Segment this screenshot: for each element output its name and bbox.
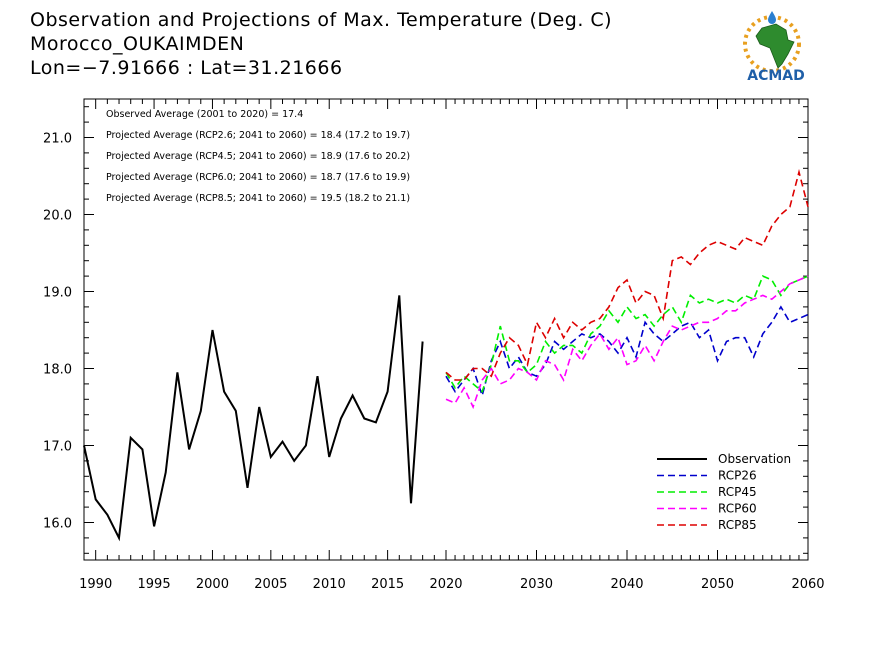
x-tick-label: 1995 [138,577,171,592]
x-tick-label: 2015 [371,577,404,592]
legend-label: Observation [718,452,791,466]
stat-annotation: Projected Average (RCP4.5; 2041 to 2060)… [106,151,410,162]
y-tick-label: 19.0 [43,286,72,301]
legend-label: RCP45 [718,485,757,499]
plot-frame [83,98,809,561]
stat-annotation: Projected Average (RCP8.5; 2041 to 2060)… [106,193,410,204]
legend-label: RCP26 [718,469,757,483]
chart-title-block: Observation and Projections of Max. Temp… [30,8,612,80]
series-line-rcp26 [445,305,809,399]
y-tick-label: 20.0 [43,209,72,224]
y-tick-label: 17.0 [43,440,72,455]
chart-title: Observation and Projections of Max. Temp… [30,9,613,31]
x-tick-label: 2000 [196,577,229,592]
x-tick-label: 1990 [79,577,112,592]
y-tick-label: 16.0 [43,517,72,532]
stat-annotation: Observed Average (2001 to 2020) = 17.4 [106,109,303,120]
logo-text: ACMAD [747,68,805,84]
series-line-rcp85 [445,168,809,381]
x-axis: 1990 1995 2000 2005 2010 2015 2020 2030 2040 2050… [79,99,825,592]
x-tick-label: 2050 [701,577,734,592]
series-line-rcp60 [445,275,809,410]
y-axis: 16.0 17.0 18.0 19.0 20.0 21.0 [43,106,808,554]
x-tick-label: 2005 [254,577,287,592]
legend-label: RCP85 [718,518,757,532]
rain-drop-icon [768,11,776,24]
station-coordinates: Lon=−7.91666 : Lat=31.21666 [30,57,343,79]
stats-annotations: Observed Average (2001 to 2020) = 17.4 Pr… [106,109,410,204]
station-name: Morocco_OUKAIMDEN [30,33,245,55]
africa-map-shape [755,23,795,69]
y-tick-label: 18.0 [43,363,72,378]
x-tick-label: 2060 [791,577,824,592]
stat-annotation: Projected Average (RCP2.6; 2041 to 2060)… [106,130,410,141]
x-tick-label: 2030 [520,577,553,592]
legend-label: RCP60 [718,502,757,516]
x-tick-label: 2010 [313,577,346,592]
series-line-rcp45 [445,275,809,393]
acmad-logo: ACMAD [743,11,805,84]
legend: Observation RCP26 RCP45 RCP60 RCP85 [657,452,791,532]
stat-annotation: Projected Average (RCP6.0; 2041 to 2060)… [106,172,410,183]
x-tick-label: 2040 [610,577,643,592]
y-tick-label: 21.0 [43,132,72,147]
series-line-observation [83,295,424,542]
x-tick-label: 2020 [429,577,462,592]
